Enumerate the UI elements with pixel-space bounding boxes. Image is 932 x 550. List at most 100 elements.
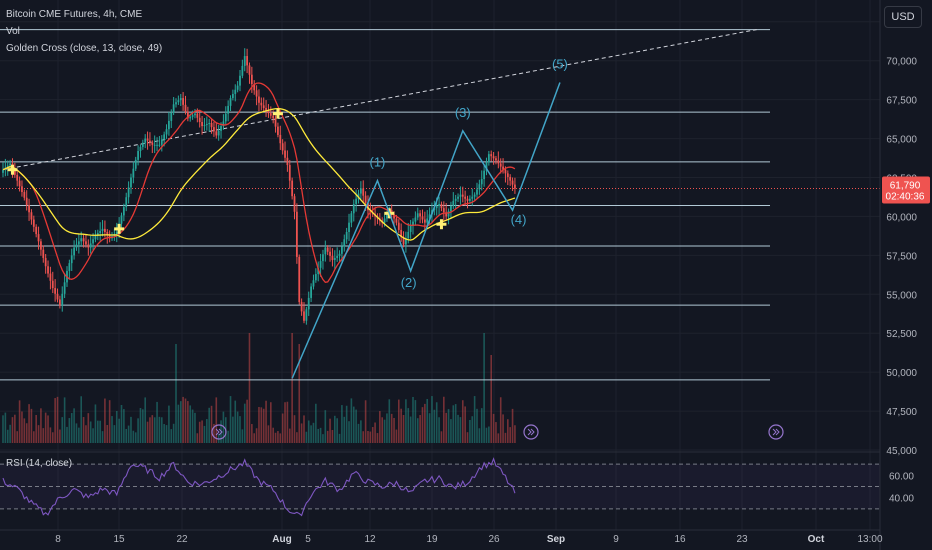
volume-bar bbox=[210, 405, 213, 443]
time-tick-label: 26 bbox=[488, 534, 500, 545]
candle bbox=[194, 113, 196, 116]
dashed-trendline[interactable] bbox=[2, 29, 757, 171]
candle bbox=[89, 243, 92, 248]
candle bbox=[146, 138, 149, 141]
volume-bar bbox=[78, 427, 80, 443]
volume-bar bbox=[49, 427, 52, 443]
volume-bar bbox=[270, 402, 272, 443]
volume-bar bbox=[73, 408, 75, 443]
volume-bar bbox=[322, 434, 324, 443]
volume-bar bbox=[291, 333, 293, 443]
candle bbox=[447, 211, 450, 217]
candle bbox=[23, 192, 26, 198]
volume-bar bbox=[163, 424, 165, 443]
volume-bar bbox=[307, 420, 310, 443]
price-tick-label: 60,000 bbox=[886, 212, 917, 223]
candle bbox=[139, 146, 142, 152]
volume-bar bbox=[179, 401, 182, 443]
elliott-wave-line[interactable] bbox=[291, 82, 561, 379]
candle bbox=[203, 125, 206, 127]
volume-bar bbox=[265, 400, 267, 443]
candle bbox=[28, 205, 30, 213]
volume-bar bbox=[507, 419, 509, 443]
volume-bar bbox=[175, 344, 177, 443]
candle bbox=[298, 256, 301, 303]
candle bbox=[191, 115, 194, 117]
candle bbox=[288, 165, 291, 181]
candle bbox=[175, 102, 177, 105]
volume-bar bbox=[341, 405, 343, 443]
volume-bar bbox=[70, 413, 73, 443]
volume-bar bbox=[383, 419, 386, 443]
candle bbox=[405, 238, 407, 245]
golden-cross-marker bbox=[114, 223, 125, 234]
volume-bar bbox=[158, 416, 161, 443]
volume-bar bbox=[447, 409, 450, 443]
volume-bar bbox=[338, 433, 341, 443]
volume-bar bbox=[130, 416, 132, 443]
price-axis[interactable] bbox=[880, 0, 932, 550]
candle bbox=[483, 170, 486, 180]
volume-bar bbox=[149, 417, 151, 443]
time-tick-label: 12 bbox=[364, 534, 376, 545]
event-marker-icon[interactable] bbox=[211, 424, 227, 440]
rsi-tick-label: 40.00 bbox=[889, 494, 914, 505]
candle bbox=[217, 130, 220, 136]
candle bbox=[452, 200, 455, 207]
volume-bar bbox=[51, 432, 54, 443]
candle bbox=[414, 217, 417, 222]
rsi-legend: RSI (14, close) bbox=[6, 458, 73, 469]
event-marker-arrows bbox=[527, 428, 535, 436]
volume-bar bbox=[450, 419, 452, 443]
candle bbox=[35, 226, 38, 235]
candle bbox=[222, 121, 225, 127]
candle bbox=[177, 100, 180, 103]
candle bbox=[44, 257, 47, 267]
candle bbox=[234, 89, 237, 94]
volume-bar bbox=[194, 412, 196, 443]
candle bbox=[303, 311, 305, 321]
candle bbox=[476, 189, 478, 195]
event-marker-icon[interactable] bbox=[768, 424, 784, 440]
candle bbox=[168, 120, 170, 130]
candle bbox=[205, 124, 208, 126]
candle bbox=[338, 253, 341, 256]
price-tick-label: 57,500 bbox=[886, 251, 917, 262]
candle bbox=[369, 210, 372, 213]
volume-bar bbox=[312, 422, 315, 443]
time-tick-label: 22 bbox=[176, 534, 188, 545]
candle bbox=[37, 234, 40, 242]
golden-cross-marker bbox=[436, 219, 447, 230]
currency-button[interactable]: USD bbox=[884, 6, 922, 28]
wave-label: (5) bbox=[552, 57, 568, 72]
candle bbox=[132, 168, 135, 178]
candle bbox=[258, 96, 260, 103]
volume-bar bbox=[443, 396, 445, 443]
volume-bar bbox=[208, 407, 210, 443]
price-tick-label: 65,000 bbox=[886, 135, 917, 146]
candle bbox=[291, 180, 294, 197]
candle bbox=[407, 232, 410, 239]
golden-cross-marker bbox=[272, 108, 283, 119]
volume-bar bbox=[142, 409, 144, 443]
candle bbox=[149, 140, 151, 143]
candle bbox=[438, 203, 440, 207]
candle bbox=[158, 144, 161, 146]
volume-bar bbox=[469, 419, 471, 443]
candle bbox=[239, 75, 241, 86]
wave-label: (3) bbox=[455, 105, 471, 120]
volume-bar bbox=[108, 400, 111, 443]
volume-bar bbox=[393, 417, 395, 443]
time-tick-label: 15 bbox=[113, 534, 125, 545]
event-marker-icon[interactable] bbox=[523, 424, 539, 440]
volume-bar bbox=[438, 417, 440, 443]
candle bbox=[509, 176, 512, 181]
volume-bar bbox=[279, 433, 282, 443]
volume-bar bbox=[111, 416, 113, 443]
candle bbox=[262, 105, 265, 108]
volume-bar bbox=[355, 409, 357, 443]
candle bbox=[92, 239, 94, 244]
candle bbox=[184, 104, 187, 112]
volume-bar bbox=[35, 415, 37, 443]
